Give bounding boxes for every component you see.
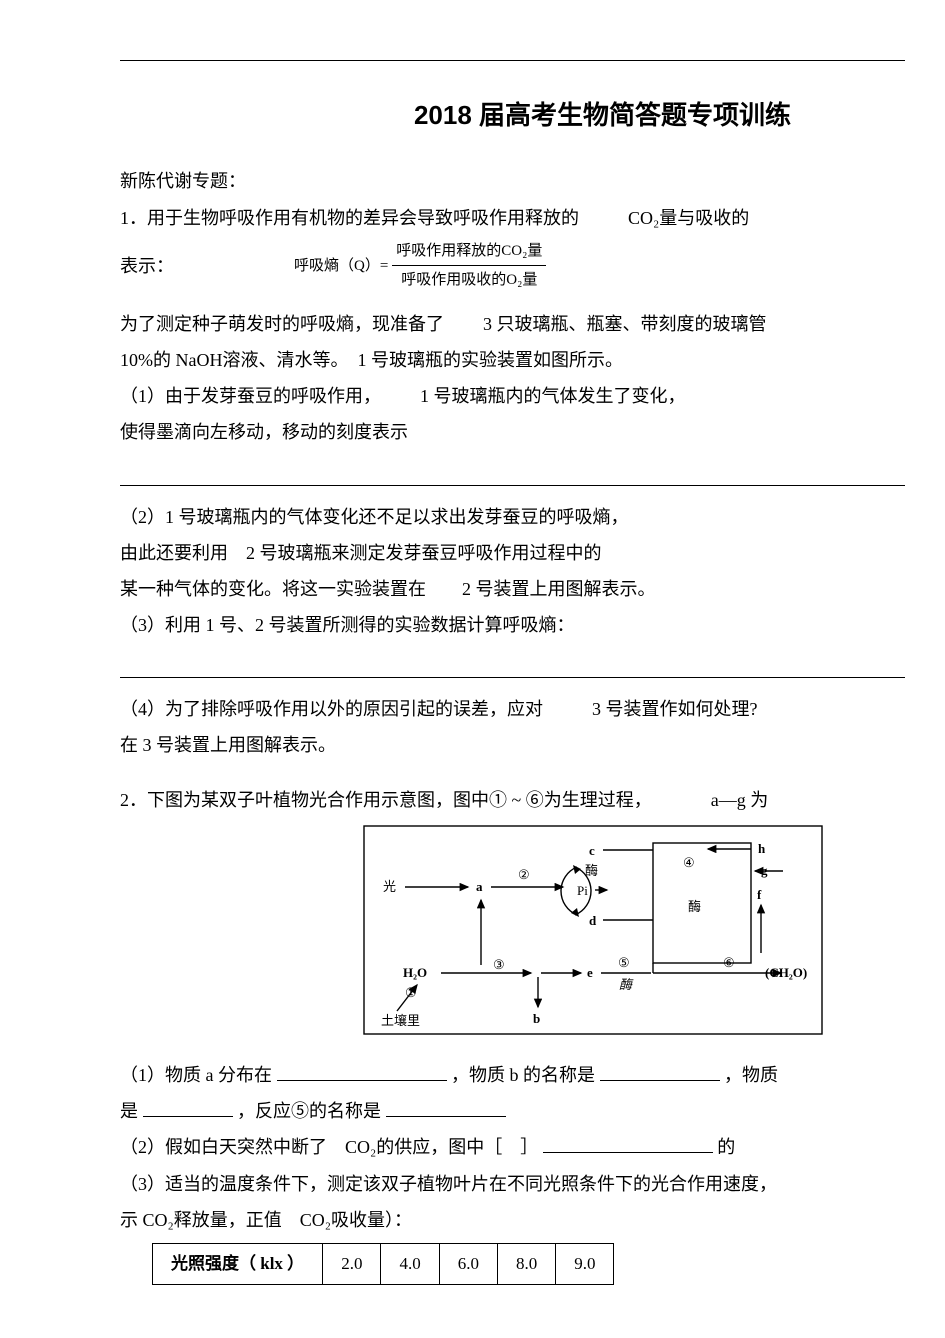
label-c: c	[589, 843, 595, 858]
q2-p1-a: （1）物质 a 分布在	[120, 1065, 277, 1085]
q2-p2: （2）假如白天突然中断了 CO₂的供应，图中［ ］ 的	[120, 1130, 905, 1164]
q2-stem-b: a—g 为	[711, 790, 769, 810]
q1-p4-a: （4）为了排除呼吸作用以外的原因引起的误差，应对	[120, 699, 543, 719]
label-d: d	[589, 913, 597, 928]
photosynthesis-diagram: 光 a ② c 酶 Pi d 酶 h ④	[280, 825, 905, 1046]
q1-p2-b: 由此还要利用 2 号玻璃瓶来测定发芽蚕豆呼吸作用过程中的	[120, 536, 905, 570]
label-h: h	[758, 841, 766, 856]
table-cell: 6.0	[439, 1243, 497, 1284]
q2-stem-a: 2．下图为某双子叶植物光合作用示意图，图中① ~ ⑥为生理过程，	[120, 790, 652, 810]
blank-reaction5	[386, 1099, 506, 1117]
q1-line3-a: 为了测定种子萌发时的呼吸熵，现准备了	[120, 314, 444, 334]
label-a: a	[476, 879, 483, 894]
q2-p1-line1: （1）物质 a 分布在 ，物质 b 的名称是 ，物质	[120, 1058, 905, 1092]
blank-co2-effect	[543, 1135, 713, 1153]
answer-blank-2	[120, 656, 905, 678]
label-g: g	[761, 863, 768, 878]
q1-line1: 1．用于生物呼吸作用有机物的差异会导致呼吸作用释放的 CO₂量与吸收的	[120, 201, 905, 235]
label-circ4: ④	[683, 855, 695, 870]
q1-p2-a: （2）1 号玻璃瓶内的气体变化还不足以求出发芽蚕豆的呼吸熵，	[120, 500, 905, 534]
q1-p2-c: 某一种气体的变化。将这一实验装置在 2 号装置上用图解表示。	[120, 572, 905, 606]
blank-b-name	[600, 1063, 720, 1081]
q1-p1-b: 1 号玻璃瓶内的气体发生了变化，	[420, 386, 686, 406]
table-row: 光照强度（ klx ） 2.0 4.0 6.0 8.0 9.0	[153, 1243, 614, 1284]
label-mei1: 酶	[585, 863, 598, 878]
q1-p4-b: 3 号装置作如何处理?	[592, 699, 758, 719]
q2-stem: 2．下图为某双子叶植物光合作用示意图，图中① ~ ⑥为生理过程， a—g 为	[120, 783, 905, 817]
table-cell: 9.0	[556, 1243, 614, 1284]
q1-p4: （4）为了排除呼吸作用以外的原因引起的误差，应对 3 号装置作如何处理?	[120, 692, 905, 726]
q1-line2-label: 表示：	[120, 249, 174, 283]
label-tu: 土壤里	[381, 1013, 420, 1028]
q1-p1: （1）由于发芽蚕豆的呼吸作用， 1 号玻璃瓶内的气体发生了变化，	[120, 379, 905, 413]
label-e: e	[587, 965, 593, 980]
q1-line3-b: 3 只玻璃瓶、瓶塞、带刻度的玻璃管	[483, 314, 767, 334]
label-ch2o: (CH₂O)	[765, 965, 807, 980]
respiratory-quotient-formula: 呼吸熵（Q）= 呼吸作用释放的CO₂量 呼吸作用吸收的O₂量	[294, 237, 546, 295]
top-horizontal-rule	[120, 60, 905, 61]
photosynthesis-svg: 光 a ② c 酶 Pi d 酶 h ④	[363, 825, 823, 1035]
formula-denominator: 呼吸作用吸收的O₂量	[397, 266, 541, 295]
formula-numerator: 呼吸作用释放的CO₂量	[392, 237, 546, 267]
q1-formula-row: 表示： 呼吸熵（Q）= 呼吸作用释放的CO₂量 呼吸作用吸收的O₂量	[120, 237, 905, 295]
label-guang: 光	[383, 879, 396, 894]
q1-p1-a: （1）由于发芽蚕豆的呼吸作用，	[120, 386, 381, 406]
label-h2o: H₂O	[403, 965, 427, 980]
label-pi: Pi	[577, 883, 588, 898]
q2-p1-c: ，物质	[724, 1065, 778, 1085]
q2-p1-d: 是	[120, 1101, 143, 1121]
q2-p1-b: ，物质 b 的名称是	[451, 1065, 600, 1085]
q1-p4-c: 在 3 号装置上用图解表示。	[120, 728, 905, 762]
q1-p3: （3）利用 1 号、2 号装置所测得的实验数据计算呼吸熵：	[120, 608, 905, 642]
label-circ2: ②	[518, 867, 530, 882]
q1-p1-c: 使得墨滴向左移动，移动的刻度表示	[120, 415, 905, 449]
answer-blank-1	[120, 464, 905, 486]
label-mei3: 酶	[619, 977, 634, 992]
page-title: 2018 届高考生物简答题专项训练	[120, 91, 905, 140]
label-circ6: ⑥	[723, 955, 735, 970]
q2-p2-a: （2）假如白天突然中断了 CO₂的供应，图中［ ］	[120, 1137, 538, 1157]
q2-p1-line2: 是 ，反应⑤的名称是	[120, 1094, 905, 1128]
label-circ5: ⑤	[618, 955, 630, 970]
q1-line3: 为了测定种子萌发时的呼吸熵，现准备了 3 只玻璃瓶、瓶塞、带刻度的玻璃管	[120, 307, 905, 341]
q2-p1-e: ，反应⑤的名称是	[237, 1101, 386, 1121]
label-f: f	[757, 887, 762, 902]
topic-header: 新陈代谢专题：	[120, 164, 905, 198]
table-cell: 2.0	[323, 1243, 381, 1284]
blank-a-location	[277, 1063, 447, 1081]
formula-left: 呼吸熵（Q）=	[294, 252, 388, 281]
q1-line4: 10%的 NaOH溶液、清水等。 1 号玻璃瓶的实验装置如图所示。	[120, 343, 905, 377]
table-cell: 8.0	[497, 1243, 555, 1284]
blank-substance	[143, 1099, 233, 1117]
q2-p2-b: 的	[717, 1137, 735, 1157]
table-header-label: 光照强度（ klx ）	[153, 1243, 323, 1284]
q2-p3: （3）适当的温度条件下，测定该双子植物叶片在不同光照条件下的光合作用速度，	[120, 1167, 905, 1201]
table-cell: 4.0	[381, 1243, 439, 1284]
light-intensity-table: 光照强度（ klx ） 2.0 4.0 6.0 8.0 9.0	[152, 1243, 614, 1285]
label-mei2: 酶	[688, 899, 701, 914]
q1-line1-b: CO₂量与吸收的	[628, 208, 749, 228]
label-circ3: ③	[493, 957, 505, 972]
q2-p3b: 示 CO₂释放量，正值 CO₂吸收量）：	[120, 1203, 905, 1237]
q1-line1-a: 1．用于生物呼吸作用有机物的差异会导致呼吸作用释放的	[120, 208, 579, 228]
label-b: b	[533, 1011, 540, 1026]
formula-fraction: 呼吸作用释放的CO₂量 呼吸作用吸收的O₂量	[392, 237, 546, 295]
